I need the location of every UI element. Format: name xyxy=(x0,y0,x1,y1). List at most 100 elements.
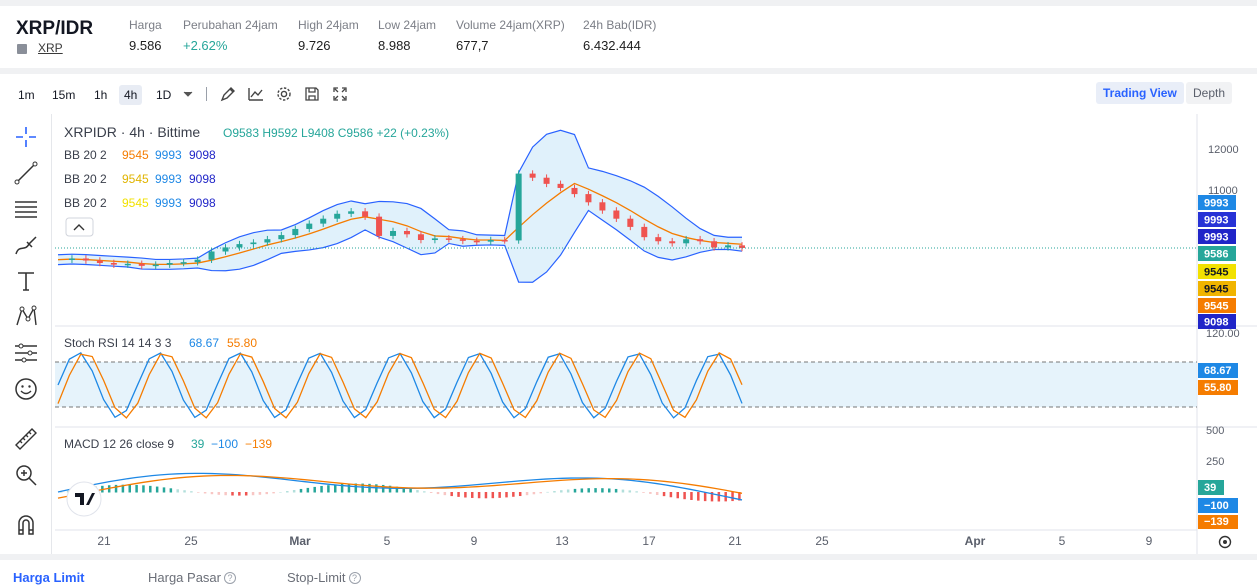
trading-view-button[interactable]: Trading View xyxy=(1096,82,1184,104)
macd-histogram-bar xyxy=(306,487,310,493)
macd-histogram-bar xyxy=(238,492,241,496)
price-badge-label: 9545 xyxy=(1204,284,1228,296)
line-chart-icon[interactable] xyxy=(248,86,264,102)
macd-histogram-bar xyxy=(347,483,351,493)
draw-icon[interactable] xyxy=(220,86,236,102)
bb-legend-upper: 9993 xyxy=(155,148,182,162)
macd-histogram-bar xyxy=(381,484,385,493)
stoch-d-badge xyxy=(1198,380,1238,395)
candle-body xyxy=(529,173,536,178)
depth-button[interactable]: Depth xyxy=(1186,82,1233,104)
stat-5: 24h Bab(IDR) 6.432.444 xyxy=(583,18,656,53)
timeframe-15m[interactable]: 15m xyxy=(52,88,76,102)
coin-link[interactable]: XRP xyxy=(38,41,63,55)
price-badge-label: 9098 xyxy=(1204,317,1228,329)
fib-lines-icon[interactable] xyxy=(13,196,39,222)
timeframe-1m[interactable]: 1m xyxy=(18,88,35,102)
pair-title: XRP/IDR xyxy=(16,18,94,39)
chart-canvas[interactable]: XRPIDR · 4h · Bittime O9583 H9592 L9408 C… xyxy=(0,74,1257,554)
macd-histogram-bar xyxy=(354,483,358,493)
macd-histogram-bar xyxy=(60,492,63,493)
macd-histogram-bar xyxy=(128,484,131,493)
macd-hist-badge xyxy=(1198,480,1224,495)
chart-settings-icon[interactable] xyxy=(1218,535,1232,549)
timeframe-1h[interactable]: 1h xyxy=(94,88,108,102)
candle-body xyxy=(376,216,383,236)
price-badge xyxy=(1198,298,1236,313)
help-icon[interactable]: ? xyxy=(348,572,361,584)
chart-card: 1m 15m 1h 4h 1D Trading View Depth XRPIDR · … xyxy=(0,74,1257,554)
ruler-icon[interactable] xyxy=(13,426,39,452)
bb-legend-lower: 9098 xyxy=(189,196,216,210)
macd-histogram-bar xyxy=(327,485,330,493)
candle-body xyxy=(613,210,620,219)
chevron-up-icon xyxy=(73,224,85,231)
macd-histogram-bar xyxy=(450,492,453,497)
macd-line xyxy=(57,472,743,501)
candle-body xyxy=(208,251,215,260)
macd-histogram-bar xyxy=(197,492,200,493)
chevron-down-icon[interactable] xyxy=(183,90,193,98)
stat-value: +2.62% xyxy=(183,38,228,53)
macd-histogram-bar xyxy=(738,492,741,501)
macd-histogram-bar xyxy=(334,484,337,493)
prediction-icon[interactable] xyxy=(13,340,39,366)
save-icon[interactable] xyxy=(304,86,320,102)
pattern-icon[interactable] xyxy=(13,304,39,330)
candle-body xyxy=(459,239,466,241)
toolbar-divider xyxy=(206,87,207,101)
macd-histogram-bar xyxy=(717,492,721,502)
brush-icon[interactable] xyxy=(13,232,39,258)
macd-histogram-bar xyxy=(594,488,597,493)
coin-icon xyxy=(17,44,27,54)
time-axis-label: 17 xyxy=(642,534,656,548)
bb-upper-line xyxy=(57,129,743,261)
price-badge xyxy=(1198,264,1236,279)
macd-histogram-bar xyxy=(662,492,666,497)
bb-legend-label: BB 20 2 xyxy=(64,172,107,186)
candle-body xyxy=(194,259,201,263)
price-badge xyxy=(1198,281,1236,296)
macd-histogram-bar xyxy=(169,488,173,493)
help-icon[interactable]: ? xyxy=(223,572,236,584)
stoch-k-badge xyxy=(1198,363,1238,378)
bb-legend-lower: 9098 xyxy=(189,148,216,162)
emoji-icon[interactable] xyxy=(13,376,39,402)
macd-histogram-bar xyxy=(155,486,159,493)
macd-histogram-bar xyxy=(553,491,556,493)
bb-legend-upper: 9993 xyxy=(155,196,182,210)
stoch-legend-k: 68.67 xyxy=(189,336,219,350)
macd-histogram-bar xyxy=(409,488,412,493)
text-tool-icon[interactable] xyxy=(13,268,39,294)
macd-signal-badge xyxy=(1198,515,1238,529)
timeframe-4h[interactable]: 4h xyxy=(119,85,143,105)
macd-histogram-bar xyxy=(464,492,467,498)
candle-body xyxy=(334,213,341,219)
fullscreen-icon[interactable] xyxy=(332,86,348,102)
macd-legend-macd: −100 xyxy=(211,437,238,451)
stat-label: 24h Bab(IDR) xyxy=(583,18,657,32)
trend-line-icon[interactable] xyxy=(13,160,39,186)
zoom-in-icon[interactable] xyxy=(13,462,39,488)
order-tab-1[interactable]: Harga Pasar? xyxy=(148,570,236,585)
macd-histogram-bar xyxy=(710,492,714,502)
gear-icon[interactable] xyxy=(276,86,292,102)
order-tab-2[interactable]: Stop-Limit? xyxy=(287,570,361,585)
macd-histogram-bar xyxy=(703,492,707,502)
crosshair-icon[interactable] xyxy=(13,124,39,150)
macd-histogram-bar xyxy=(484,492,488,499)
collapse-legend-button[interactable] xyxy=(65,217,94,237)
candle-body xyxy=(403,231,410,235)
macd-histogram-bar xyxy=(697,492,700,501)
timeframe-1D[interactable]: 1D xyxy=(156,88,172,102)
time-axis-label: 5 xyxy=(384,534,391,548)
time-axis-label: 21 xyxy=(728,534,742,548)
magnet-icon[interactable] xyxy=(13,512,39,538)
time-axis-label: Mar xyxy=(289,534,311,548)
stat-3: Low 24jam 8.988 xyxy=(378,18,436,53)
order-tab-0[interactable]: Harga Limit xyxy=(13,570,85,585)
price-tick: 11000 xyxy=(1208,185,1238,197)
candle-body xyxy=(166,262,173,265)
macd-histogram-bar xyxy=(292,489,296,493)
macd-histogram-bar xyxy=(608,488,611,493)
